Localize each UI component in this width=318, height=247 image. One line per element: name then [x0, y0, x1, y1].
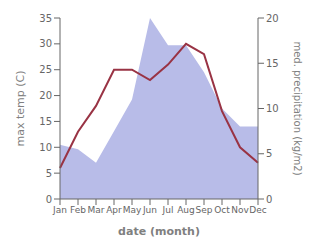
svg-text:20: 20: [39, 90, 52, 101]
svg-text:Oct: Oct: [214, 205, 230, 215]
svg-text:5: 5: [266, 148, 272, 159]
svg-text:Sep: Sep: [196, 205, 213, 215]
svg-text:10: 10: [39, 142, 52, 153]
svg-text:5: 5: [46, 168, 52, 179]
svg-text:20: 20: [266, 13, 279, 24]
svg-text:30: 30: [39, 38, 52, 49]
svg-text:Nov: Nov: [231, 205, 249, 215]
svg-text:Mar: Mar: [88, 205, 105, 215]
svg-text:0: 0: [266, 194, 272, 205]
svg-text:max temp (C): max temp (C): [14, 70, 27, 146]
svg-text:med. precipitation (kg/m2): med. precipitation (kg/m2): [292, 41, 303, 175]
svg-text:0: 0: [46, 194, 52, 205]
svg-text:Jan: Jan: [52, 205, 67, 215]
svg-text:May: May: [123, 205, 142, 215]
svg-text:Jun: Jun: [142, 205, 157, 215]
svg-text:Jul: Jul: [162, 205, 174, 215]
svg-text:Dec: Dec: [249, 205, 266, 215]
svg-text:Feb: Feb: [70, 205, 86, 215]
svg-text:15: 15: [39, 116, 52, 127]
svg-text:Apr: Apr: [106, 205, 122, 215]
svg-text:25: 25: [39, 64, 52, 75]
svg-text:10: 10: [266, 103, 279, 114]
svg-text:Aug: Aug: [177, 205, 195, 215]
svg-text:15: 15: [266, 58, 279, 69]
svg-text:date (month): date (month): [118, 225, 200, 238]
svg-text:35: 35: [39, 13, 52, 24]
